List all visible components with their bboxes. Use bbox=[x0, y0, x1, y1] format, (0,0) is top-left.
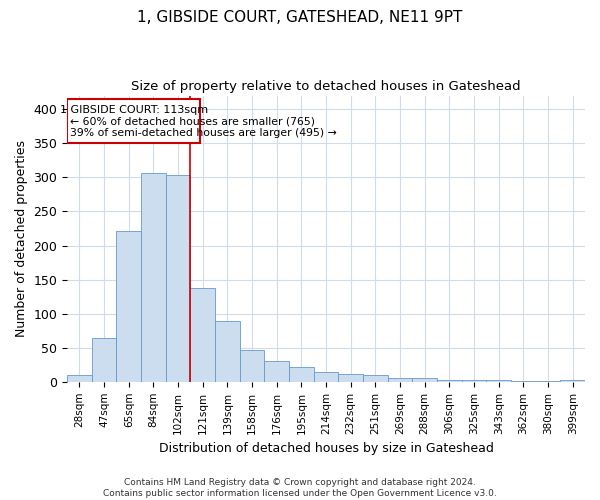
Bar bbox=[67, 375, 92, 382]
Bar bbox=[190, 288, 215, 382]
Bar bbox=[462, 380, 487, 382]
Bar bbox=[116, 231, 141, 382]
Bar bbox=[560, 380, 585, 382]
FancyBboxPatch shape bbox=[67, 99, 200, 144]
Bar bbox=[314, 372, 338, 382]
Bar bbox=[412, 378, 437, 382]
Bar bbox=[141, 174, 166, 382]
Bar bbox=[363, 375, 388, 382]
Bar bbox=[92, 338, 116, 382]
Bar bbox=[437, 380, 462, 382]
Bar bbox=[388, 378, 412, 382]
Y-axis label: Number of detached properties: Number of detached properties bbox=[15, 140, 28, 337]
Bar bbox=[265, 360, 289, 382]
Bar bbox=[338, 374, 363, 382]
Bar bbox=[511, 381, 536, 382]
Bar bbox=[536, 381, 560, 382]
Bar bbox=[215, 321, 240, 382]
Text: Contains HM Land Registry data © Crown copyright and database right 2024.
Contai: Contains HM Land Registry data © Crown c… bbox=[103, 478, 497, 498]
Text: 1, GIBSIDE COURT, GATESHEAD, NE11 9PT: 1, GIBSIDE COURT, GATESHEAD, NE11 9PT bbox=[137, 10, 463, 25]
Title: Size of property relative to detached houses in Gateshead: Size of property relative to detached ho… bbox=[131, 80, 521, 93]
Text: 1 GIBSIDE COURT: 113sqm: 1 GIBSIDE COURT: 113sqm bbox=[59, 105, 208, 115]
Bar bbox=[166, 176, 190, 382]
Text: ← 60% of detached houses are smaller (765): ← 60% of detached houses are smaller (76… bbox=[70, 116, 315, 126]
X-axis label: Distribution of detached houses by size in Gateshead: Distribution of detached houses by size … bbox=[158, 442, 494, 455]
Bar bbox=[289, 367, 314, 382]
Bar bbox=[487, 380, 511, 382]
Text: 39% of semi-detached houses are larger (495) →: 39% of semi-detached houses are larger (… bbox=[70, 128, 337, 138]
Bar bbox=[240, 350, 265, 382]
